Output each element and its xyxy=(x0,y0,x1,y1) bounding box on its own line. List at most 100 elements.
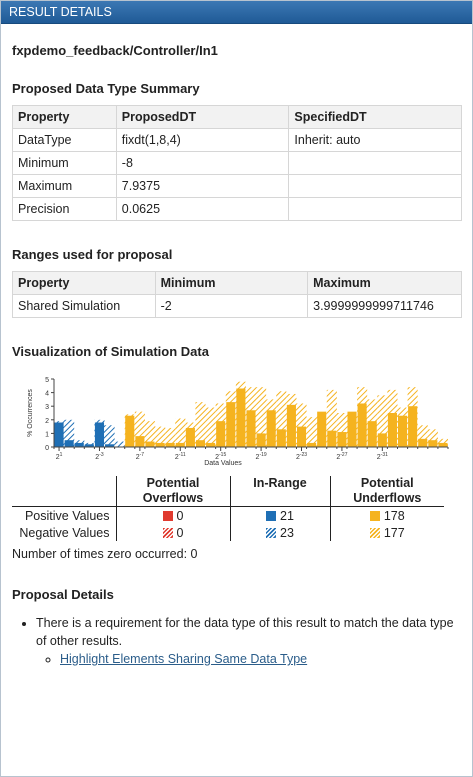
histogram-bar xyxy=(64,440,74,447)
table-cell xyxy=(288,174,462,198)
underflow-hatch-swatch xyxy=(369,527,380,538)
visualization-section-title: Visualization of Simulation Data xyxy=(12,344,209,359)
table-row: Shared Simulation -2 3.9999999999711746 xyxy=(12,294,462,318)
histogram-bar xyxy=(276,391,287,447)
histogram-bar xyxy=(125,415,135,447)
x-tick-label: 2-15 xyxy=(215,452,226,461)
histogram-bar xyxy=(105,444,115,447)
ranges-section-title: Ranges used for proposal xyxy=(12,247,173,262)
y-tick-label: 1 xyxy=(45,431,49,438)
legend-row-positive: Positive Values 0 21 178 xyxy=(12,506,444,524)
column-header: Minimum xyxy=(154,271,309,295)
x-tick-label: 21 xyxy=(56,452,63,461)
table-row: DataType fixdt(1,8,4) Inherit: auto xyxy=(12,128,462,152)
table-cell: Precision xyxy=(12,197,117,221)
histogram-bar xyxy=(206,442,216,447)
column-header: SpecifiedDT xyxy=(288,105,462,129)
panel-header: RESULT DETAILS xyxy=(1,1,472,24)
histogram-legend-table: Potential Overflows In-Range Potential U… xyxy=(12,476,444,541)
histogram-bar xyxy=(417,425,428,447)
table-cell: Shared Simulation xyxy=(12,294,156,318)
table-cell: fixdt(1,8,4) xyxy=(115,128,290,152)
histogram-bar xyxy=(155,442,165,447)
histogram-bar xyxy=(296,426,307,447)
table-cell: Inherit: auto xyxy=(288,128,462,152)
x-tick-label: 2-27 xyxy=(336,452,347,461)
table-row: Maximum 7.9375 xyxy=(12,174,462,198)
x-tick-label: 2-31 xyxy=(377,452,388,461)
histogram-bar xyxy=(357,403,367,447)
legend-row-label: Negative Values xyxy=(12,524,117,541)
x-tick-label: 2-11 xyxy=(175,452,186,461)
histogram-bar xyxy=(155,426,166,447)
histogram-bar xyxy=(226,402,236,447)
y-tick-label: 4 xyxy=(45,391,49,398)
legend-count: 178 xyxy=(383,508,405,523)
histogram-bar xyxy=(256,433,266,447)
table-cell: Minimum xyxy=(12,151,117,175)
histogram-bar xyxy=(165,442,175,447)
table-cell xyxy=(288,197,462,221)
table-cell: Maximum xyxy=(12,174,117,198)
table-row: Precision 0.0625 xyxy=(12,197,462,221)
histogram-svg: 0 1 2 3 4 5 21 2-3 2-7 2-11 2-15 2-19 2-23 2-27 2-31 Da… xyxy=(27,377,449,467)
summary-section-title: Proposed Data Type Summary xyxy=(12,81,200,96)
histogram-bar xyxy=(64,419,75,447)
inrange-hatch-swatch xyxy=(266,527,277,538)
legend-header-underflows-1: Potential xyxy=(360,476,414,490)
histogram-bar xyxy=(336,413,347,447)
histogram-bar xyxy=(246,410,256,447)
histogram-bar xyxy=(367,421,377,447)
x-tick-label: 2-7 xyxy=(136,452,145,461)
legend-row-label: Positive Values xyxy=(12,506,117,524)
histogram-bar xyxy=(286,404,296,447)
histogram-bar xyxy=(418,438,428,447)
histogram-bar xyxy=(236,388,246,447)
table-cell: 3.9999999999711746 xyxy=(307,294,462,318)
inrange-swatch xyxy=(266,510,277,521)
histogram-bar xyxy=(185,427,195,447)
histogram-bar xyxy=(144,421,156,447)
histogram-bar xyxy=(397,415,408,447)
legend-header-underflows-2: Underflows xyxy=(353,491,422,505)
legend-count: 0 xyxy=(176,508,184,523)
histogram-bar xyxy=(437,438,448,447)
histogram-bar xyxy=(428,440,438,447)
table-cell: -2 xyxy=(154,294,309,318)
histogram-bar xyxy=(337,432,347,447)
table-header-row: Property Minimum Maximum xyxy=(12,271,462,295)
y-tick-label: 5 xyxy=(45,377,49,384)
histogram-bar xyxy=(195,440,206,447)
table-header-row: Property ProposedDT SpecifiedDT xyxy=(12,105,462,129)
list-item: Highlight Elements Sharing Same Data Typ… xyxy=(60,650,462,668)
zero-occurrence-text: Number of times zero occurred: 0 xyxy=(12,547,198,561)
histogram-bar xyxy=(74,442,84,447)
column-header: Property xyxy=(12,271,156,295)
overflow-swatch xyxy=(162,510,173,521)
histogram-bar xyxy=(195,402,206,447)
panel-title: RESULT DETAILS xyxy=(9,5,112,19)
histogram-bar xyxy=(307,442,317,447)
table-row: Minimum -8 xyxy=(12,151,462,175)
legend-header-overflows-1: Potential xyxy=(146,476,200,490)
histogram-bar xyxy=(296,403,307,447)
summary-table: Property ProposedDT SpecifiedDT DataType… xyxy=(12,105,462,221)
histogram-bar xyxy=(327,430,337,447)
column-header: Property xyxy=(12,105,117,129)
x-axis-label: Data Values xyxy=(204,460,242,467)
legend-count: 21 xyxy=(280,508,294,523)
legend-row-negative: Negative Values 0 23 177 xyxy=(12,524,444,541)
ranges-table: Property Minimum Maximum Shared Simulati… xyxy=(12,271,462,318)
histogram-bar xyxy=(145,441,155,447)
histogram-bar xyxy=(387,413,397,447)
legend-header-row: Potential Overflows In-Range Potential U… xyxy=(12,476,444,507)
histogram-bar xyxy=(114,441,125,447)
histogram-bar xyxy=(165,427,176,447)
y-axis-label: % Occurrences xyxy=(27,389,34,437)
table-cell: 7.9375 xyxy=(115,174,290,198)
proposal-details-list: There is a requirement for the data type… xyxy=(12,614,462,668)
table-cell: DataType xyxy=(12,128,117,152)
highlight-elements-link[interactable]: Highlight Elements Sharing Same Data Typ… xyxy=(60,652,308,666)
histogram-bar xyxy=(205,407,216,447)
histogram-bar xyxy=(276,429,286,447)
